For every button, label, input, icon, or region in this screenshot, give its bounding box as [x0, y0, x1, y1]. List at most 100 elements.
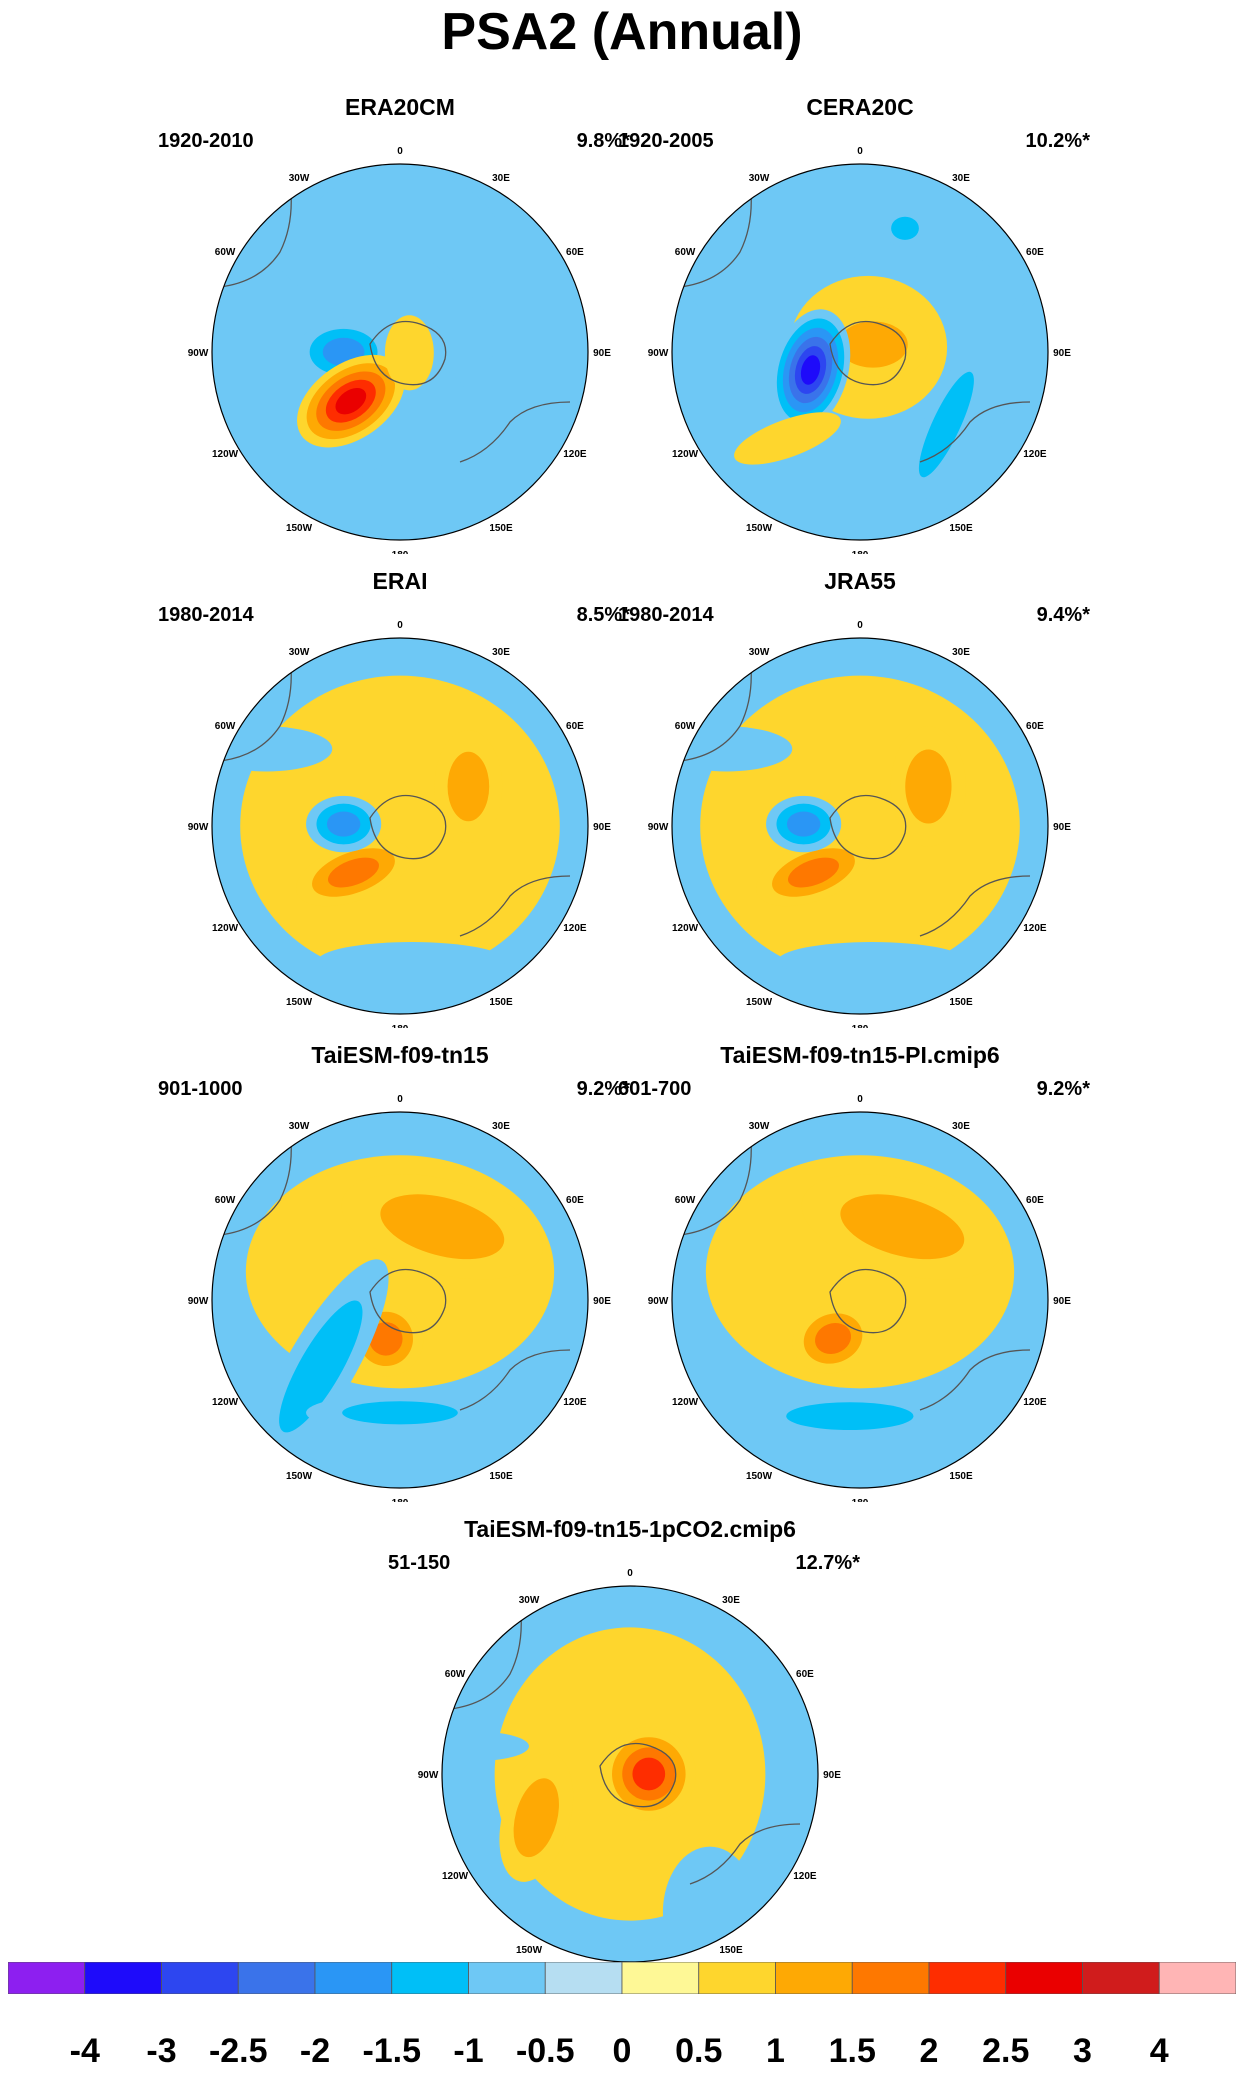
- longitude-label: 150W: [286, 523, 313, 534]
- coastline: [689, 1823, 801, 1885]
- longitude-label: 90W: [188, 1296, 209, 1307]
- map-boundary: [671, 637, 1049, 1015]
- longitude-label: 120W: [672, 923, 699, 934]
- longitude-label: 120E: [563, 923, 587, 934]
- polar-map: 0 30E 60E 90E 120E 150E 180 150W 120W 90W 60W 30W: [188, 1094, 612, 1502]
- coastline: [369, 320, 447, 386]
- colorbar-swatch: [237, 1962, 316, 1994]
- longitude-label: 180: [392, 550, 409, 554]
- colorbar-swatch: [928, 1962, 1007, 1994]
- anomaly-contour: [787, 857, 839, 888]
- longitude-label: 60E: [566, 1195, 584, 1206]
- anomaly-contour: [335, 387, 367, 415]
- longitude-label: 90E: [823, 1770, 841, 1781]
- coastline: [829, 794, 907, 860]
- colorbar-swatch: [391, 1962, 469, 1994]
- longitude-label: 0: [857, 1094, 863, 1105]
- anomaly-contour: [734, 412, 841, 465]
- longitude-label: 60W: [675, 247, 696, 258]
- longitude-label: 60E: [1026, 721, 1044, 732]
- longitude-label: 30W: [749, 647, 770, 658]
- panel-title: TaiESM-f09-tn15: [311, 1042, 489, 1068]
- longitude-label: 0: [397, 620, 403, 631]
- longitude-label: 120E: [793, 1871, 817, 1882]
- anomaly-contour: [373, 358, 498, 540]
- longitude-label: 90W: [188, 348, 209, 359]
- longitude-label: 60E: [1026, 1195, 1044, 1206]
- colorbar-labels: -4 -3 -2.5 -2 -1.5 -1 -0.5 0 0.5 1 1.5 2 2.5 3 4: [0, 2032, 1244, 2082]
- colorbar-tick-label: -1: [453, 2032, 484, 2070]
- colorbar-swatch: [544, 1962, 623, 1994]
- panel-title: JRA55: [824, 568, 896, 594]
- panel-variance: 9.2%*: [1036, 1078, 1090, 1100]
- panel-period: 601-700: [618, 1078, 692, 1100]
- map-panel: TaiESM-f09-tn15-1pCO2.cmip6 51-150 12.7%* 0…: [370, 1516, 890, 1986]
- longitude-label: 90E: [593, 348, 611, 359]
- map-panel: ERA20CM 1920-2010 9.8%* 0 30E 60E 90E 120E 150E 1…: [140, 94, 660, 564]
- longitude-label: 0: [857, 146, 863, 157]
- colorbar-swatch: [621, 1962, 700, 1994]
- panel-variance: 9.8%*: [576, 130, 630, 152]
- colorbar-tick-label: 1: [766, 2032, 785, 2070]
- map-panel: ERAI 1980-2014 8.5%* 0 30E 60E 90E 120E 150E 180 1…: [140, 568, 660, 1038]
- longitude-label: 30E: [722, 1595, 740, 1606]
- longitude-label: 150W: [286, 997, 313, 1008]
- coastline: [599, 1742, 677, 1808]
- anomaly-contour: [777, 942, 966, 980]
- longitude-label: 120W: [672, 1397, 699, 1408]
- anomaly-contour: [442, 1731, 530, 1762]
- colorbar-tick-label: -1.5: [362, 2032, 422, 2070]
- longitude-label: 30E: [492, 1121, 510, 1132]
- anomaly-contour: [342, 1401, 458, 1425]
- colorbar-swatch: [1158, 1962, 1236, 1994]
- longitude-label: 150W: [746, 1471, 773, 1482]
- longitude-label: 90W: [648, 348, 669, 359]
- longitude-label: 90E: [1053, 348, 1071, 359]
- panel-title: CERA20C: [806, 94, 914, 120]
- anomaly-contour: [317, 942, 506, 980]
- panel-title: TaiESM-f09-tn15-1pCO2.cmip6: [464, 1516, 796, 1542]
- longitude-label: 120E: [1023, 1397, 1047, 1408]
- anomaly-contour: [212, 726, 333, 772]
- longitude-label: 150E: [949, 523, 973, 534]
- coastline: [459, 875, 571, 937]
- colorbar-tick-label: -4: [69, 2032, 100, 2070]
- anomaly-contour: [891, 216, 919, 240]
- coastline: [219, 181, 292, 288]
- longitude-label: 120E: [563, 449, 587, 460]
- longitude-label: 30E: [492, 173, 510, 184]
- anomaly-contour: [327, 857, 379, 888]
- map-boundary: [671, 1111, 1049, 1489]
- colorbar-swatch: [314, 1962, 393, 1994]
- longitude-label: 60E: [796, 1669, 814, 1680]
- longitude-label: 60E: [566, 247, 584, 258]
- anomaly-contour: [240, 675, 560, 977]
- panel-period: 1980-2014: [158, 604, 254, 626]
- longitude-label: 60E: [1026, 247, 1044, 258]
- longitude-label: 90W: [188, 822, 209, 833]
- colorbar-tick-label: -3: [146, 2032, 177, 2070]
- colorbar-swatch: [8, 1962, 86, 1994]
- coastline: [459, 1349, 571, 1411]
- map-panel: TaiESM-f09-tn15-PI.cmip6 601-700 9.2%* 0 30E…: [600, 1042, 1120, 1512]
- anomaly-contour: [838, 321, 908, 368]
- longitude-label: 150W: [746, 523, 773, 534]
- colorbar-tick-label: 0: [612, 2032, 632, 2070]
- colorbar-tick-label: 1.5: [828, 2032, 876, 2070]
- anomaly-contour: [326, 811, 361, 837]
- polar-map: 0 30E 60E 90E 120E 150E 180 150W 120W 90W 60W 30W: [648, 1094, 1072, 1502]
- longitude-label: 150W: [286, 1471, 313, 1482]
- panel-title: ERA20CM: [345, 94, 455, 120]
- map-boundary: [671, 163, 1049, 541]
- polar-map: 0 30E 60E 90E 120E 150E 180 150W 120W 90W 60W 30W: [188, 146, 612, 554]
- coastline: [679, 1129, 752, 1236]
- longitude-label: 120W: [442, 1871, 469, 1882]
- coastline: [679, 655, 752, 762]
- anomaly-contour: [918, 371, 974, 478]
- longitude-label: 120E: [1023, 449, 1047, 460]
- anomaly-contour: [279, 1300, 363, 1433]
- longitude-label: 90E: [1053, 1296, 1071, 1307]
- longitude-label: 30E: [952, 647, 970, 658]
- longitude-label: 90E: [593, 822, 611, 833]
- map-boundary: [211, 1111, 589, 1489]
